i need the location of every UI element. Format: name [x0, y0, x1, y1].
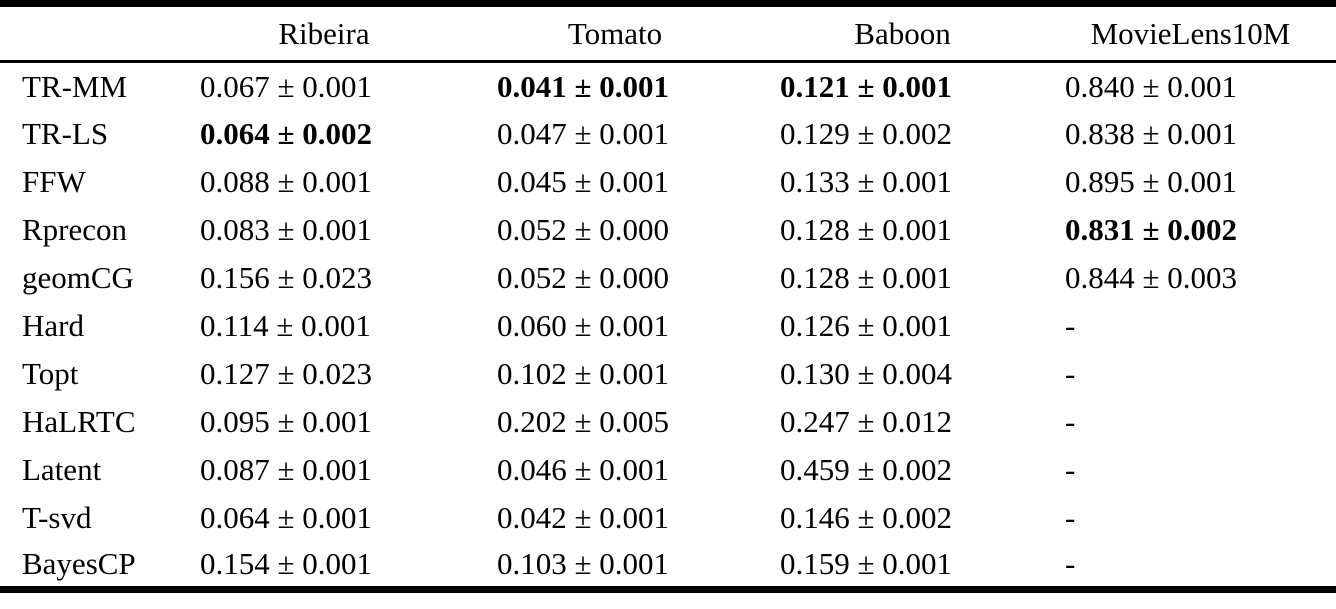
- value-cell: 0.840 ± 0.001: [1065, 68, 1238, 104]
- value-cell: 0.133 ± 0.001: [780, 164, 953, 199]
- value-cell: 0.067 ± 0.001: [200, 68, 373, 104]
- value-cell: 0.042 ± 0.001: [497, 500, 670, 535]
- value-cell: 0.154 ± 0.001: [200, 546, 373, 582]
- method-label: Hard: [22, 308, 84, 343]
- value-cell: 0.064 ± 0.001: [200, 500, 373, 535]
- value-cell: 0.130 ± 0.004: [780, 356, 953, 391]
- table-row: BayesCP 0.154 ± 0.001 0.103 ± 0.001 0.159 ±…: [0, 542, 1336, 590]
- value-cell: 0.459 ± 0.002: [780, 452, 953, 487]
- value-cell: 0.087 ± 0.001: [200, 452, 373, 487]
- column-header-baboon: Baboon: [854, 16, 951, 51]
- method-label: T-svd: [22, 500, 92, 535]
- method-label: BayesCP: [22, 546, 136, 582]
- missing-value-cell: -: [1065, 356, 1076, 391]
- table-row: Rprecon 0.083 ± 0.001 0.052 ± 0.000 0.128 ±…: [0, 206, 1336, 254]
- value-cell: 0.047 ± 0.001: [497, 116, 670, 151]
- table-row: Latent 0.087 ± 0.001 0.046 ± 0.001 0.459 ± …: [0, 446, 1336, 494]
- value-cell: 0.102 ± 0.001: [497, 356, 670, 391]
- value-cell: 0.052 ± 0.000: [497, 212, 670, 247]
- table-row: TR-MM 0.067 ± 0.001 0.041 ± 0.001 0.121 ± 0…: [0, 62, 1336, 110]
- value-cell: 0.083 ± 0.001: [200, 212, 373, 247]
- value-cell: 0.159 ± 0.001: [780, 546, 953, 582]
- value-cell: 0.146 ± 0.002: [780, 500, 953, 535]
- value-cell: 0.838 ± 0.001: [1065, 116, 1238, 151]
- value-cell: 0.128 ± 0.001: [780, 260, 953, 295]
- table-body: TR-MM 0.067 ± 0.001 0.041 ± 0.001 0.121 ± 0…: [0, 62, 1336, 590]
- value-cell: 0.127 ± 0.023: [200, 356, 373, 391]
- missing-value-cell: -: [1065, 546, 1076, 582]
- value-cell: 0.121 ± 0.001: [780, 68, 953, 104]
- table-row: geomCG 0.156 ± 0.023 0.052 ± 0.000 0.128 ± …: [0, 254, 1336, 302]
- table-header-row: Ribeira Tomato Baboon MovieLens10M: [0, 4, 1336, 62]
- value-cell: 0.064 ± 0.002: [200, 116, 373, 151]
- value-cell: 0.895 ± 0.001: [1065, 164, 1238, 199]
- table-row: HaLRTC 0.095 ± 0.001 0.202 ± 0.005 0.247 ± …: [0, 398, 1336, 446]
- column-header-tomato: Tomato: [567, 16, 663, 51]
- method-label: Topt: [22, 356, 79, 391]
- method-label: FFW: [22, 164, 86, 199]
- value-cell: 0.156 ± 0.023: [200, 260, 373, 295]
- table-row: TR-LS 0.064 ± 0.002 0.047 ± 0.001 0.129 ± 0…: [0, 110, 1336, 158]
- value-cell: 0.202 ± 0.005: [497, 404, 670, 439]
- value-cell: 0.052 ± 0.000: [497, 260, 670, 295]
- value-cell: 0.128 ± 0.001: [780, 212, 953, 247]
- results-table: Ribeira Tomato Baboon MovieLens10M TR-MM…: [0, 0, 1336, 593]
- table-row: FFW 0.088 ± 0.001 0.045 ± 0.001 0.133 ± 0.0…: [0, 158, 1336, 206]
- missing-value-cell: -: [1065, 308, 1076, 343]
- missing-value-cell: -: [1065, 452, 1076, 487]
- value-cell: 0.088 ± 0.001: [200, 164, 373, 199]
- value-cell: 0.045 ± 0.001: [497, 164, 670, 199]
- table-row: Topt 0.127 ± 0.023 0.102 ± 0.001 0.130 ± 0.…: [0, 350, 1336, 398]
- value-cell: 0.095 ± 0.001: [200, 404, 373, 439]
- value-cell: 0.114 ± 0.001: [200, 308, 371, 343]
- value-cell: 0.103 ± 0.001: [497, 546, 670, 582]
- value-cell: 0.041 ± 0.001: [497, 68, 670, 104]
- table-row: T-svd 0.064 ± 0.001 0.042 ± 0.001 0.146 ± 0…: [0, 494, 1336, 542]
- method-label: TR-MM: [22, 68, 128, 104]
- value-cell: 0.126 ± 0.001: [780, 308, 953, 343]
- table-row: Hard 0.114 ± 0.001 0.060 ± 0.001 0.126 ± 0.…: [0, 302, 1336, 350]
- column-header-empty: [0, 4, 178, 62]
- method-label: geomCG: [22, 260, 134, 295]
- column-header-ribeira: Ribeira: [278, 16, 370, 51]
- value-cell: 0.046 ± 0.001: [497, 452, 670, 487]
- value-cell: 0.247 ± 0.012: [780, 404, 953, 439]
- value-cell: 0.844 ± 0.003: [1065, 260, 1238, 295]
- missing-value-cell: -: [1065, 500, 1076, 535]
- method-label: Latent: [22, 452, 102, 487]
- value-cell: 0.129 ± 0.002: [780, 116, 953, 151]
- value-cell: 0.060 ± 0.001: [497, 308, 670, 343]
- missing-value-cell: -: [1065, 404, 1076, 439]
- method-label: HaLRTC: [22, 404, 136, 439]
- method-label: Rprecon: [22, 212, 128, 247]
- value-cell: 0.831 ± 0.002: [1065, 212, 1238, 247]
- method-label: TR-LS: [22, 116, 109, 151]
- column-header-movielens10m: MovieLens10M: [1090, 16, 1291, 51]
